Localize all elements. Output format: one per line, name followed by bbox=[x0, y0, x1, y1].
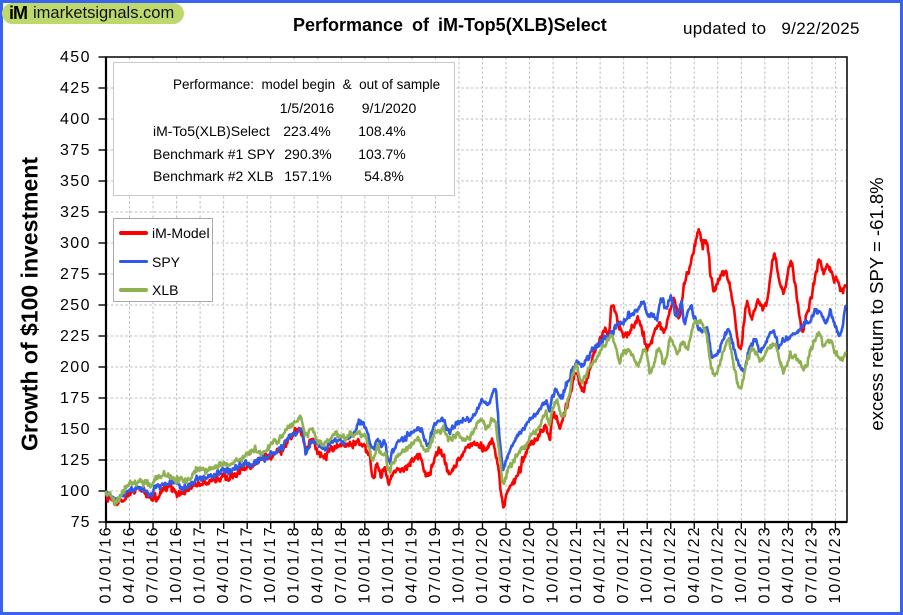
svg-text:01/01/16: 01/01/16 bbox=[98, 527, 115, 604]
svg-text:400: 400 bbox=[60, 111, 91, 128]
svg-text:04/01/18: 04/01/18 bbox=[309, 527, 326, 604]
svg-text:04/01/19: 04/01/19 bbox=[403, 527, 420, 604]
svg-text:375: 375 bbox=[60, 142, 91, 159]
svg-text:200: 200 bbox=[60, 359, 91, 376]
svg-text:250: 250 bbox=[60, 297, 91, 314]
svg-text:10/01/23: 10/01/23 bbox=[827, 527, 844, 604]
svg-text:04/01/17: 04/01/17 bbox=[215, 527, 232, 604]
svg-text:01/01/22: 01/01/22 bbox=[662, 527, 679, 604]
svg-text:07/01/21: 07/01/21 bbox=[615, 527, 632, 604]
svg-text:04/01/21: 04/01/21 bbox=[592, 527, 609, 604]
svg-text:350: 350 bbox=[60, 173, 91, 190]
svg-text:07/01/23: 07/01/23 bbox=[803, 527, 820, 604]
svg-text:07/01/20: 07/01/20 bbox=[521, 527, 538, 604]
svg-text:01/01/19: 01/01/19 bbox=[380, 527, 397, 604]
svg-text:75: 75 bbox=[71, 514, 91, 531]
svg-text:325: 325 bbox=[60, 204, 91, 221]
svg-text:10/01/21: 10/01/21 bbox=[639, 527, 656, 604]
svg-text:425: 425 bbox=[60, 80, 91, 97]
svg-text:01/01/20: 01/01/20 bbox=[474, 527, 491, 604]
svg-text:07/01/18: 07/01/18 bbox=[333, 527, 350, 604]
svg-text:225: 225 bbox=[60, 328, 91, 345]
svg-text:10/01/16: 10/01/16 bbox=[168, 527, 185, 604]
svg-text:01/01/17: 01/01/17 bbox=[192, 527, 209, 604]
svg-text:275: 275 bbox=[60, 266, 91, 283]
svg-text:07/01/22: 07/01/22 bbox=[709, 527, 726, 604]
svg-text:100: 100 bbox=[60, 483, 91, 500]
svg-text:10/01/19: 10/01/19 bbox=[450, 527, 467, 604]
svg-text:07/01/17: 07/01/17 bbox=[239, 527, 256, 604]
svg-text:01/01/18: 01/01/18 bbox=[286, 527, 303, 604]
svg-text:04/01/23: 04/01/23 bbox=[780, 527, 797, 604]
svg-text:07/01/19: 07/01/19 bbox=[427, 527, 444, 604]
svg-text:10/01/20: 10/01/20 bbox=[545, 527, 562, 604]
svg-text:450: 450 bbox=[60, 49, 91, 66]
svg-text:10/01/22: 10/01/22 bbox=[733, 527, 750, 604]
svg-text:04/01/20: 04/01/20 bbox=[498, 527, 515, 604]
svg-text:01/01/21: 01/01/21 bbox=[568, 527, 585, 604]
svg-text:04/01/22: 04/01/22 bbox=[686, 527, 703, 604]
svg-text:10/01/18: 10/01/18 bbox=[356, 527, 373, 604]
svg-text:150: 150 bbox=[60, 421, 91, 438]
svg-text:07/01/16: 07/01/16 bbox=[145, 527, 162, 604]
svg-text:300: 300 bbox=[60, 235, 91, 252]
svg-text:01/01/23: 01/01/23 bbox=[756, 527, 773, 604]
svg-text:175: 175 bbox=[60, 390, 91, 407]
svg-text:04/01/16: 04/01/16 bbox=[121, 527, 138, 604]
svg-text:125: 125 bbox=[60, 452, 91, 469]
svg-text:10/01/17: 10/01/17 bbox=[262, 527, 279, 604]
